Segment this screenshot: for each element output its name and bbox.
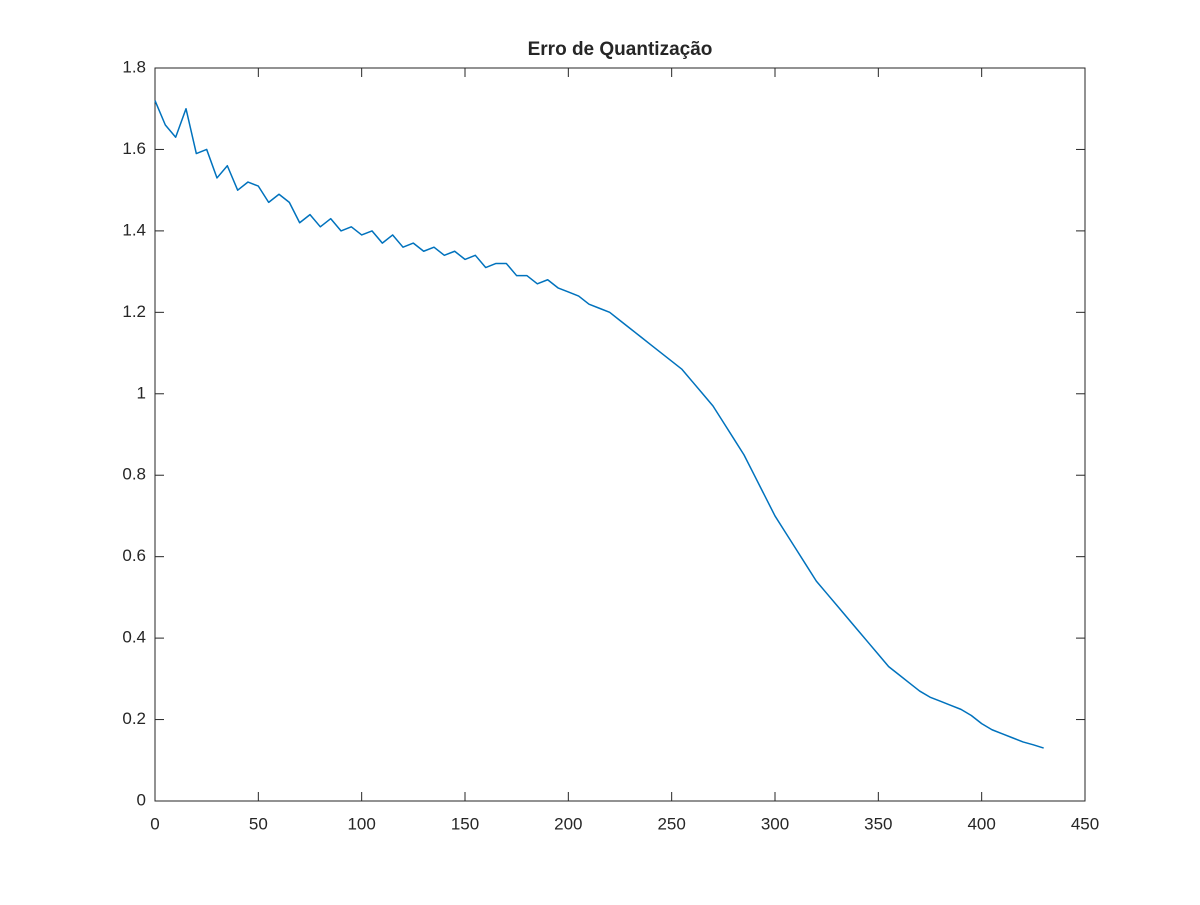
x-tick-label: 400 [967, 814, 995, 833]
y-tick-label: 1.4 [122, 220, 146, 239]
y-tick-label: 1.2 [122, 302, 146, 321]
y-tick-label: 0.2 [122, 709, 146, 728]
x-tick-label: 350 [864, 814, 892, 833]
x-tick-label: 50 [249, 814, 268, 833]
axes-box [154, 67, 1086, 802]
x-tick-label: 250 [657, 814, 685, 833]
chart-title: Erro de Quantização [528, 39, 713, 60]
y-tick-label: 0.8 [122, 465, 146, 484]
x-tick-label: 100 [347, 814, 375, 833]
y-tick-label: 1 [137, 383, 146, 402]
line-series [154, 100, 1044, 749]
x-tick-label: 450 [1071, 814, 1099, 833]
x-tick-label: 0 [150, 814, 159, 833]
y-tick-label: 0.6 [122, 546, 146, 565]
y-tick-label: 1.8 [122, 57, 146, 76]
x-tick-label: 150 [451, 814, 479, 833]
x-tick-label: 300 [761, 814, 789, 833]
y-tick-label: 0.4 [122, 628, 146, 647]
y-tick-label: 1.6 [122, 139, 146, 158]
x-tick-label: 200 [554, 814, 582, 833]
y-tick-label: 0 [137, 790, 146, 809]
